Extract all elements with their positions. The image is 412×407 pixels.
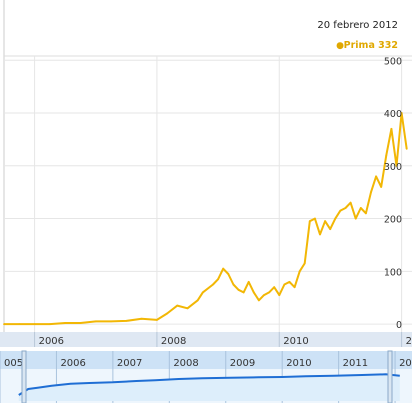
price-point	[3, 323, 5, 325]
price-point	[196, 299, 199, 302]
x-tick-label: 2006	[39, 336, 64, 347]
price-point	[242, 291, 245, 294]
price-point	[314, 217, 316, 220]
price-point	[339, 209, 342, 212]
price-point	[405, 148, 408, 150]
price-point	[400, 112, 403, 114]
legend-label: Prima 332	[344, 40, 398, 51]
price-point	[18, 323, 21, 325]
price-point	[212, 283, 214, 286]
price-point	[186, 307, 189, 310]
price-point	[125, 320, 128, 322]
date-label: 20 febrero 2012	[317, 20, 398, 31]
price-point	[258, 299, 260, 302]
price-point	[370, 191, 372, 194]
navigator-area	[18, 374, 400, 401]
price-point	[359, 207, 362, 209]
price-point	[354, 217, 357, 220]
price-point	[273, 286, 276, 289]
price-point	[94, 320, 97, 323]
price-point	[278, 294, 281, 296]
price-point	[247, 281, 250, 283]
price-point	[49, 323, 51, 325]
price-point	[263, 294, 265, 296]
price-point	[329, 228, 332, 231]
navigator-tick-label: 2009	[230, 358, 255, 369]
price-point	[385, 154, 388, 157]
price-point	[390, 127, 393, 130]
navigator-line	[18, 373, 400, 396]
price-point	[176, 304, 179, 307]
price-point	[395, 164, 398, 167]
navigator-tick-label: 2010	[286, 358, 311, 369]
price-point	[33, 323, 36, 325]
price-point	[365, 212, 367, 215]
y-tick-label: 100	[384, 267, 402, 278]
price-point	[227, 273, 230, 275]
navigator-tick-label: 2008	[173, 358, 198, 369]
x-tick-label: 201	[406, 336, 412, 347]
price-point	[283, 283, 286, 286]
y-tick-label: 400	[384, 109, 402, 120]
navigator-tick-label: 2007	[117, 358, 142, 369]
price-point	[298, 270, 301, 273]
price-point	[110, 320, 112, 323]
price-point	[237, 288, 240, 291]
main-x-axis: 2006 2008 2010 201	[34, 332, 412, 347]
y-tick-label: 0	[396, 320, 402, 331]
navigator-left-handle[interactable]	[21, 350, 27, 404]
price-point	[201, 291, 204, 294]
navigator-series	[18, 373, 400, 401]
price-point	[79, 322, 82, 324]
main-grid	[4, 56, 412, 332]
legend-bullet-icon: ●	[336, 41, 344, 51]
navigator-x-axis: 005 2006 2007 2008 2009 2010 2011 20	[4, 358, 412, 369]
navigator-label-band	[0, 351, 412, 369]
x-tick-label: 2008	[161, 336, 186, 347]
price-point	[308, 220, 311, 223]
price-point	[217, 278, 220, 281]
price-point	[252, 291, 255, 294]
navigator-tick-label: 2011	[343, 358, 368, 369]
main-y-axis: 0 100 200 300 400 500	[384, 56, 402, 331]
x-tick-label: 2010	[283, 336, 308, 347]
navigator-tick-label: 20	[399, 358, 412, 369]
navigator-tick-label: 2006	[60, 358, 85, 369]
navigator-right-handle[interactable]	[387, 350, 393, 404]
legend-entry[interactable]: ● Prima 332	[336, 40, 398, 51]
navigator[interactable]: 005 2006 2007 2008 2009 2010 2011 20	[0, 350, 412, 404]
price-point	[303, 262, 306, 265]
price-point	[324, 220, 326, 223]
navigator-gap	[0, 347, 412, 351]
y-tick-label: 300	[384, 162, 402, 173]
price-point	[232, 283, 235, 286]
price-point	[156, 319, 158, 321]
price-point	[293, 286, 296, 289]
price-point	[375, 175, 377, 178]
price-point	[222, 267, 225, 270]
price-point	[166, 312, 169, 315]
main-x-axis-band	[0, 332, 412, 347]
price-point	[349, 201, 352, 204]
y-tick-label: 200	[384, 215, 402, 226]
price-point	[64, 322, 67, 324]
price-point	[380, 186, 383, 188]
price-point	[334, 217, 337, 220]
price-point	[268, 291, 270, 294]
price-point	[319, 233, 321, 236]
y-tick-label: 500	[384, 56, 402, 67]
main-series[interactable]	[3, 112, 408, 326]
price-point	[344, 207, 347, 209]
price-point	[288, 281, 291, 283]
price-point	[140, 317, 143, 320]
navigator-tick-label: 005	[4, 358, 23, 369]
